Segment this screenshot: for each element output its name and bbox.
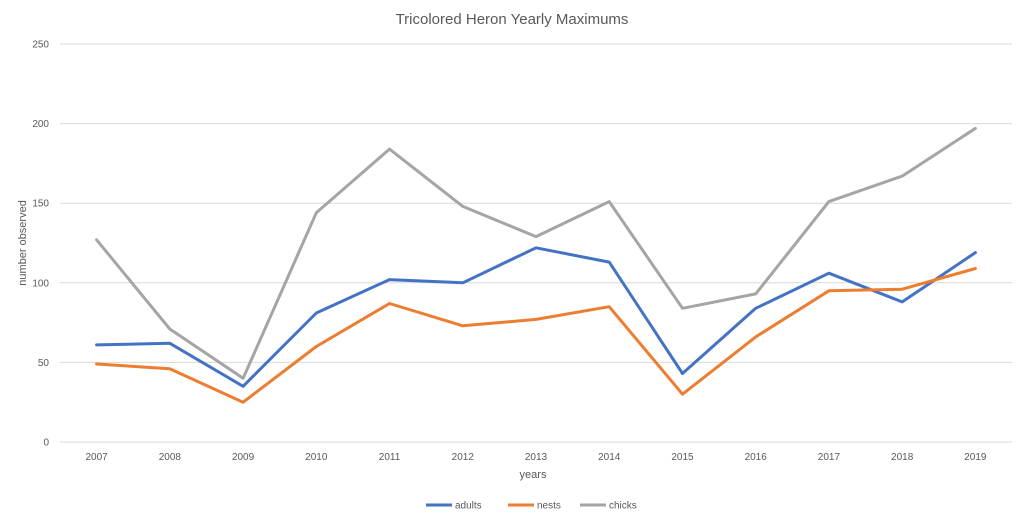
legend-item-chicks: chicks xyxy=(580,501,637,512)
x-tick-label: 2010 xyxy=(305,452,328,463)
x-tick-label: 2009 xyxy=(232,452,255,463)
x-tick-label: 2015 xyxy=(671,452,694,463)
legend-item-adults: adults xyxy=(426,501,482,512)
x-tick-label: 2011 xyxy=(379,452,401,463)
series-line-chicks xyxy=(95,126,977,380)
y-tick-label: 0 xyxy=(43,438,49,449)
x-tick-label: 2007 xyxy=(85,452,108,463)
series-line-adults xyxy=(95,246,977,388)
x-tick-label: 2014 xyxy=(598,452,621,463)
legend-label: adults xyxy=(455,501,482,512)
x-tick-label: 2016 xyxy=(745,452,768,463)
legend: adults nests chicks xyxy=(426,501,637,512)
y-tick-label: 100 xyxy=(32,278,49,289)
y-tick-labels: 0 50 100 150 200 250 xyxy=(32,40,49,449)
x-axis-label: years xyxy=(520,469,547,481)
y-axis-label: number observed xyxy=(17,200,29,286)
x-tick-label: 2019 xyxy=(964,452,987,463)
chart-title: Tricolored Heron Yearly Maximums xyxy=(396,11,629,28)
y-tick-label: 200 xyxy=(32,119,49,130)
y-tick-label: 250 xyxy=(32,40,49,51)
x-tick-label: 2017 xyxy=(818,452,841,463)
legend-label: chicks xyxy=(609,501,637,512)
y-tick-label: 150 xyxy=(32,199,49,210)
y-tick-label: 50 xyxy=(38,358,50,369)
x-tick-label: 2012 xyxy=(452,452,475,463)
x-tick-label: 2018 xyxy=(891,452,914,463)
x-tick-label: 2008 xyxy=(159,452,182,463)
x-tick-labels: 2007 2008 2009 2010 2011 2012 2013 2014 2015 2016… xyxy=(85,452,986,463)
x-tick-label: 2013 xyxy=(525,452,548,463)
series-line-nests xyxy=(95,267,977,404)
series-lines xyxy=(95,126,977,404)
legend-item-nests: nests xyxy=(508,501,561,512)
legend-label: nests xyxy=(537,501,561,512)
